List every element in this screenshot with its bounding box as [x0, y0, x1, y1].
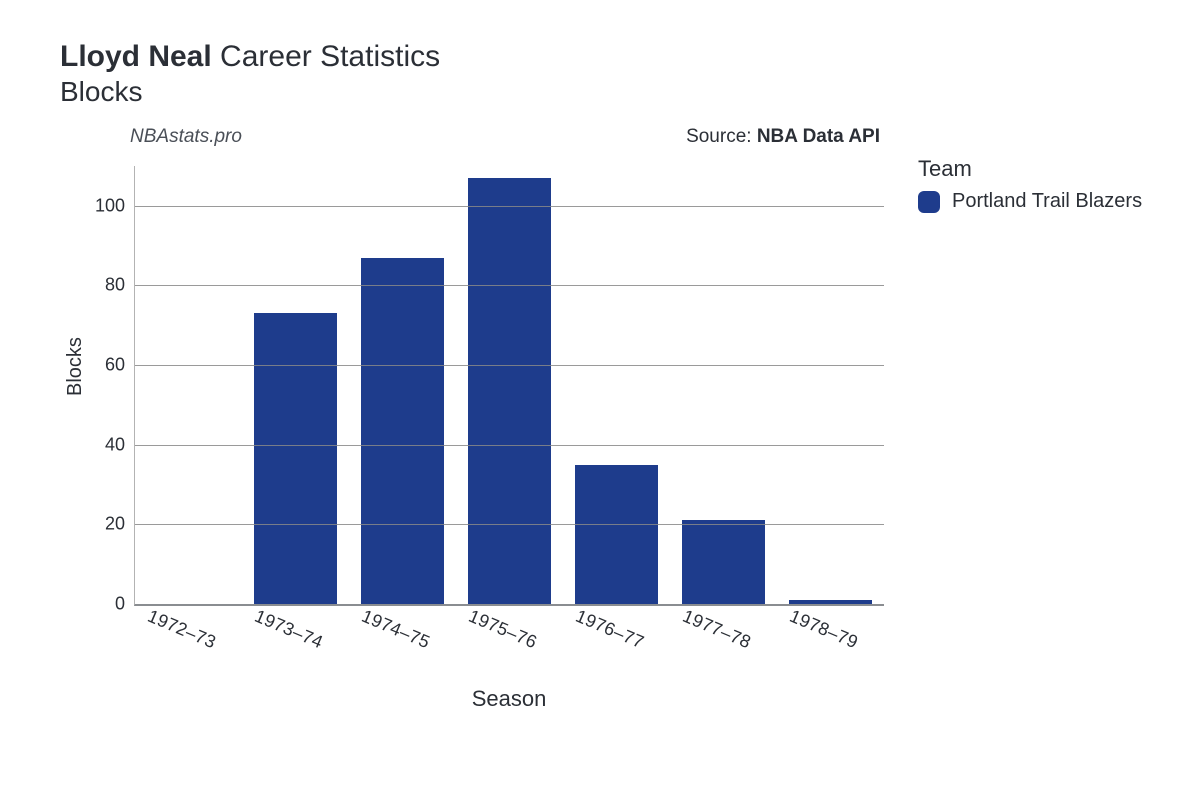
legend-swatch [918, 191, 940, 213]
y-tick-label: 60 [105, 355, 135, 376]
page-title: Lloyd Neal Career Statistics [60, 40, 1160, 74]
source-prefix: Source: [686, 126, 757, 147]
x-tick-label: 1975–76 [465, 600, 542, 653]
bars-layer [135, 166, 884, 604]
bar [361, 258, 444, 604]
y-tick-label: 20 [105, 514, 135, 535]
x-tick-label: 1973–74 [251, 600, 328, 653]
chart-container: Lloyd Neal Career Statistics Blocks NBAs… [0, 0, 1200, 800]
gridline [135, 365, 884, 366]
gridline [135, 285, 884, 286]
gridline [135, 524, 884, 525]
bar [682, 520, 765, 604]
legend: Team Portland Trail Blazers [918, 156, 1142, 213]
player-name: Lloyd Neal [60, 40, 212, 73]
legend-item: Portland Trail Blazers [918, 190, 1142, 213]
bar [468, 178, 551, 604]
plot-area: 0204060801001972–731973–741974–751975–76… [134, 166, 884, 606]
source-name: NBA Data API [757, 126, 880, 147]
site-credit: NBAstats.pro [130, 126, 242, 148]
bar [254, 313, 337, 604]
x-tick-label: 1976–77 [572, 600, 649, 653]
meta-row: NBAstats.pro Source: NBA Data API [130, 126, 880, 148]
gridline [135, 206, 884, 207]
x-tick-label: 1974–75 [358, 600, 435, 653]
gridline [135, 445, 884, 446]
title-suffix: Career Statistics [220, 40, 440, 73]
legend-title: Team [918, 156, 1142, 182]
page-subtitle: Blocks [60, 76, 1160, 108]
y-tick-label: 0 [115, 594, 135, 615]
x-tick-label: 1972–73 [144, 600, 221, 653]
y-axis-title: Blocks [64, 337, 87, 396]
bar [575, 465, 658, 604]
legend-label: Portland Trail Blazers [952, 190, 1142, 213]
y-tick-label: 100 [95, 195, 135, 216]
y-tick-label: 80 [105, 275, 135, 296]
source-credit: Source: NBA Data API [686, 126, 880, 148]
y-tick-label: 40 [105, 434, 135, 455]
x-axis-title: Season [134, 686, 884, 712]
x-tick-label: 1977–78 [679, 600, 756, 653]
chart-area: Blocks 0204060801001972–731973–741974–75… [60, 156, 1160, 716]
x-tick-label: 1978–79 [786, 600, 863, 653]
